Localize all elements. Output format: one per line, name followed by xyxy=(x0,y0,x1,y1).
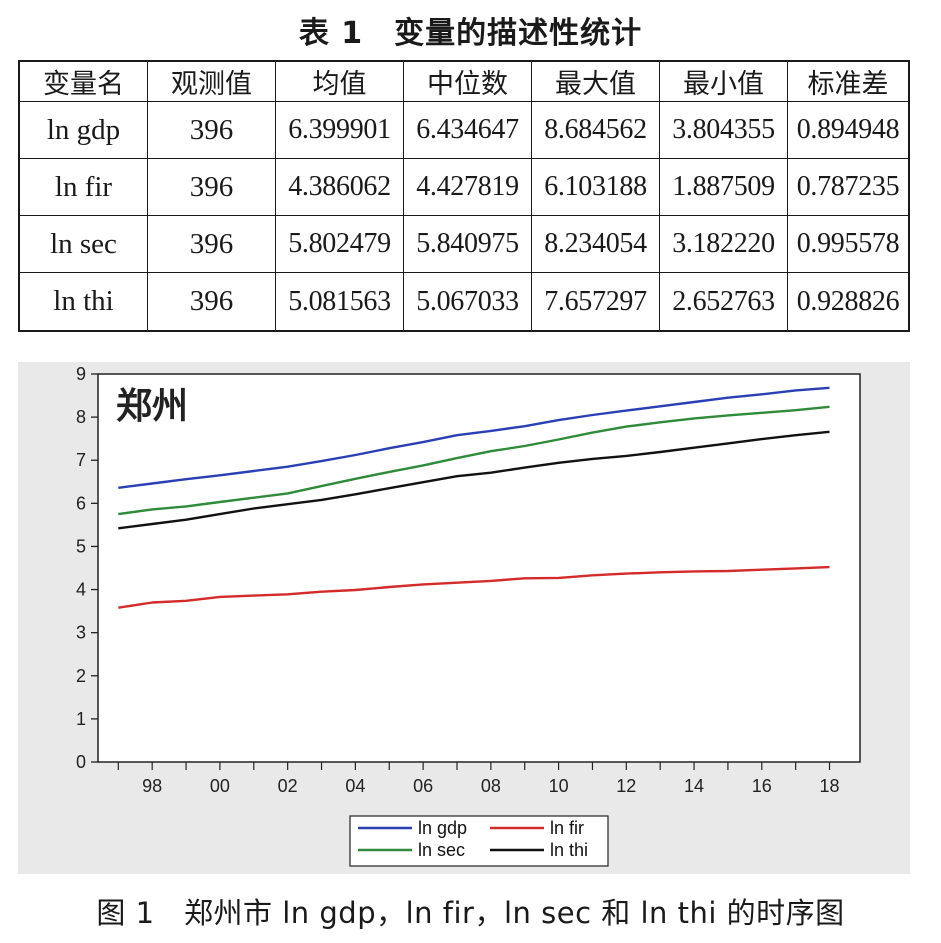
figure-caption: 图 1 郑州市 ln gdp，ln fir，ln sec 和 ln thi 的时… xyxy=(96,896,845,930)
cell-mean: 4.386062 xyxy=(275,158,404,217)
x-tick-label: 16 xyxy=(752,776,772,796)
plot-area xyxy=(97,373,861,763)
cell-variable: ln thi xyxy=(18,272,148,332)
chart-title: 郑州 xyxy=(116,386,188,427)
header-mean: 均值 xyxy=(275,60,404,102)
series-line-ln-sec xyxy=(118,405,830,516)
cell-variable: ln fir xyxy=(18,158,148,217)
table-header-row: 变量名 观测值 均值 中位数 最大值 最小值 标准差 xyxy=(18,60,910,102)
y-tick-label: 2 xyxy=(76,666,86,686)
cell-sd: 0.928826 xyxy=(787,272,910,332)
cell-max: 8.234054 xyxy=(531,215,660,274)
y-tick-label: 8 xyxy=(76,407,86,427)
x-tick-label: 00 xyxy=(210,776,230,796)
x-tick-label: 10 xyxy=(549,776,569,796)
cell-min: 3.804355 xyxy=(659,100,788,160)
x-tick-label: 12 xyxy=(616,776,636,796)
cell-mean: 6.399901 xyxy=(275,100,404,160)
cell-min: 1.887509 xyxy=(659,158,788,217)
legend-label: ln sec xyxy=(418,840,465,860)
y-tick-label: 7 xyxy=(76,450,86,470)
header-sd: 标准差 xyxy=(787,60,910,102)
series-line-ln-fir xyxy=(118,565,830,609)
cell-mean: 5.802479 xyxy=(275,215,404,274)
legend-label: ln fir xyxy=(550,818,584,838)
table-row: ln thi 396 5.081563 5.067033 7.657297 2.… xyxy=(18,272,910,332)
cell-sd: 0.995578 xyxy=(787,215,910,274)
cell-variable: ln gdp xyxy=(18,100,148,160)
cell-sd: 0.787235 xyxy=(787,158,910,217)
header-median: 中位数 xyxy=(403,60,532,102)
header-min: 最小值 xyxy=(659,60,788,102)
cell-variable: ln sec xyxy=(18,215,148,274)
cell-median: 4.427819 xyxy=(403,158,532,217)
cell-mean: 5.081563 xyxy=(275,272,404,332)
cell-median: 5.840975 xyxy=(403,215,532,274)
chart-panel: 0 1 2 3 4 5 6 7 8 9 98 00 02 04 06 08 10 12 14 16 18 郑州 ln gdp… xyxy=(18,362,910,874)
cell-max: 8.684562 xyxy=(531,100,660,160)
header-max: 最大值 xyxy=(531,60,660,102)
header-observations: 观测值 xyxy=(147,60,276,102)
table-row: ln sec 396 5.802479 5.840975 8.234054 3.… xyxy=(18,215,910,274)
y-tick-label: 9 xyxy=(76,364,86,384)
x-tick-label: 04 xyxy=(345,776,365,796)
cell-median: 6.434647 xyxy=(403,100,532,160)
cell-min: 2.652763 xyxy=(659,272,788,332)
x-tick-label: 02 xyxy=(278,776,298,796)
table-row: ln gdp 396 6.399901 6.434647 8.684562 3.… xyxy=(18,100,910,160)
y-tick-label: 1 xyxy=(76,709,86,729)
y-tick-label: 0 xyxy=(76,752,86,772)
legend-box xyxy=(349,815,609,867)
cell-observations: 396 xyxy=(147,100,276,160)
y-tick-label: 4 xyxy=(76,580,86,600)
cell-sd: 0.894948 xyxy=(787,100,910,160)
cell-observations: 396 xyxy=(147,272,276,332)
series-line-ln-gdp xyxy=(118,386,830,489)
table-row: ln fir 396 4.386062 4.427819 6.103188 1.… xyxy=(18,158,910,217)
cell-max: 7.657297 xyxy=(531,272,660,332)
series-line-ln-thi xyxy=(118,430,830,530)
cell-min: 3.182220 xyxy=(659,215,788,274)
x-tick-label: 98 xyxy=(142,776,162,796)
x-tick-label: 18 xyxy=(820,776,840,796)
x-tick-label: 08 xyxy=(481,776,501,796)
cell-observations: 396 xyxy=(147,158,276,217)
y-tick-label: 3 xyxy=(76,623,86,643)
cell-max: 6.103188 xyxy=(531,158,660,217)
cell-median: 5.067033 xyxy=(403,272,532,332)
y-tick-label: 5 xyxy=(76,536,86,556)
header-variable: 变量名 xyxy=(18,60,148,102)
legend-label: ln gdp xyxy=(418,818,467,838)
table-title: 表 1 变量的描述性统计 xyxy=(298,16,643,51)
descriptive-stats-table: 变量名 观测值 均值 中位数 最大值 最小值 标准差 ln gdp 396 6.… xyxy=(18,60,910,332)
cell-observations: 396 xyxy=(147,215,276,274)
x-tick-label: 14 xyxy=(684,776,704,796)
x-tick-label: 06 xyxy=(413,776,433,796)
y-tick-label: 6 xyxy=(76,493,86,513)
legend-label: ln thi xyxy=(550,840,588,860)
